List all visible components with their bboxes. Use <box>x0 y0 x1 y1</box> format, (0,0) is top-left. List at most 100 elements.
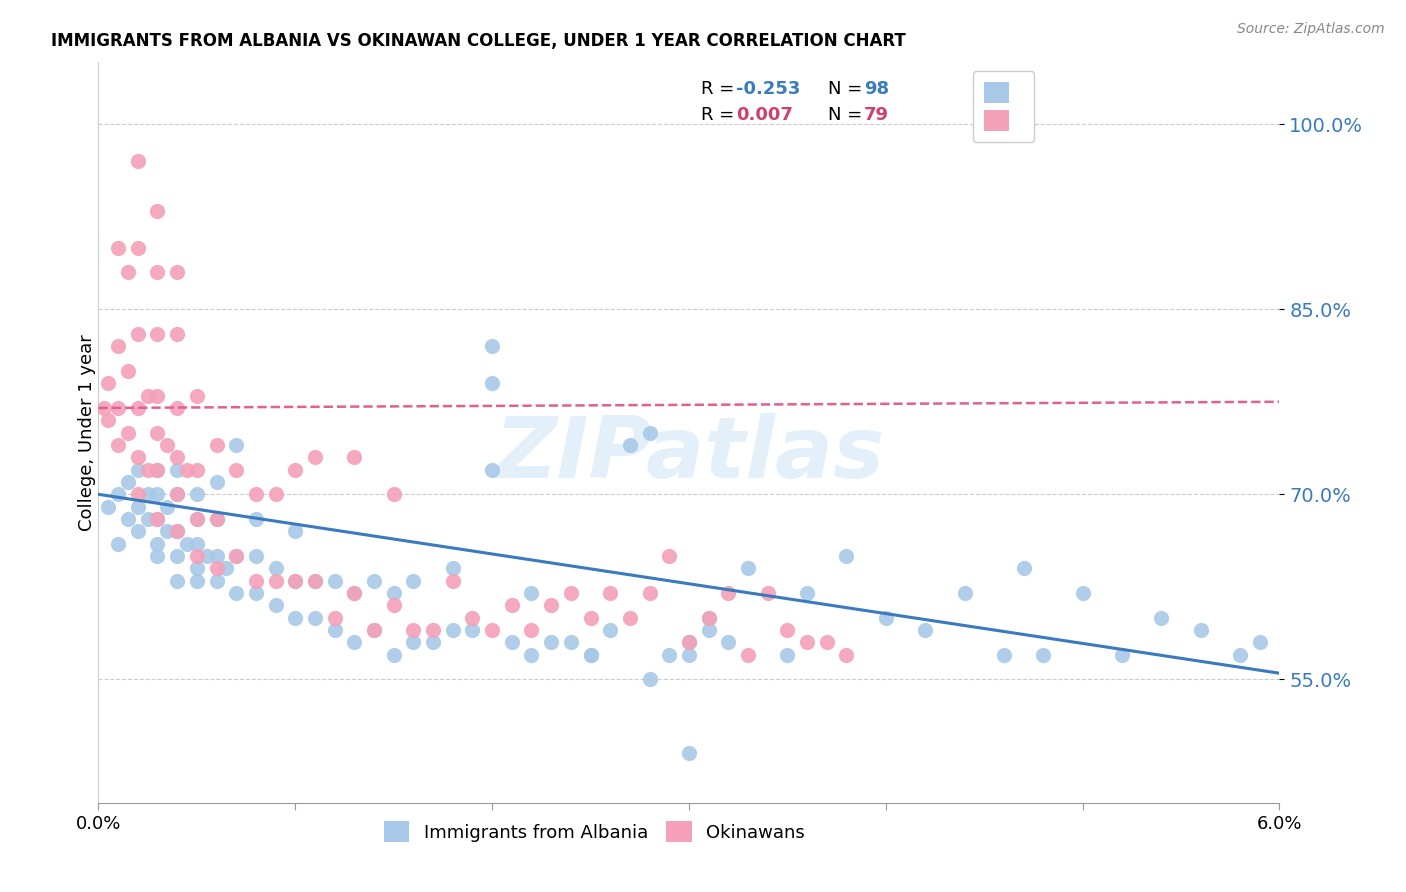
Point <box>166 265 188 279</box>
Point <box>146 203 169 218</box>
Point <box>127 500 149 514</box>
Point <box>363 623 385 637</box>
Point <box>166 450 188 465</box>
Point <box>1032 648 1054 662</box>
Point <box>107 438 129 452</box>
Point <box>737 648 759 662</box>
Point <box>363 574 385 588</box>
Y-axis label: College, Under 1 year: College, Under 1 year <box>79 334 96 531</box>
Point <box>146 512 169 526</box>
Point <box>560 635 582 649</box>
Point <box>127 154 149 169</box>
Point <box>560 586 582 600</box>
Point <box>225 586 247 600</box>
Point <box>914 623 936 637</box>
Point <box>205 475 228 489</box>
Point <box>402 574 425 588</box>
Point <box>441 623 464 637</box>
Point <box>245 549 267 563</box>
Point <box>166 574 188 588</box>
Point <box>107 240 129 255</box>
Point <box>697 611 720 625</box>
Text: 0.007: 0.007 <box>737 106 793 124</box>
Point <box>146 463 169 477</box>
Point <box>776 623 799 637</box>
Point <box>875 611 897 625</box>
Point <box>697 623 720 637</box>
Point <box>579 648 602 662</box>
Point <box>127 401 149 415</box>
Point <box>166 487 188 501</box>
Point <box>127 240 149 255</box>
Point <box>205 512 228 526</box>
Point <box>579 611 602 625</box>
Point <box>501 599 523 613</box>
Point <box>343 586 366 600</box>
Point <box>117 425 139 440</box>
Point <box>284 574 307 588</box>
Point <box>540 599 562 613</box>
Point <box>835 549 858 563</box>
Point <box>402 635 425 649</box>
Point <box>166 524 188 539</box>
Point <box>166 401 188 415</box>
Point <box>323 623 346 637</box>
Text: R =: R = <box>700 106 740 124</box>
Point <box>127 487 149 501</box>
Point <box>107 401 129 415</box>
Point <box>93 401 115 415</box>
Text: N =: N = <box>828 106 869 124</box>
Text: -0.253: -0.253 <box>737 79 800 97</box>
Point <box>186 512 208 526</box>
Point <box>205 561 228 575</box>
Point <box>136 487 159 501</box>
Point <box>146 463 169 477</box>
Point <box>156 438 179 452</box>
Point <box>304 574 326 588</box>
Point <box>304 611 326 625</box>
Point <box>1189 623 1212 637</box>
Point <box>481 463 503 477</box>
Point <box>481 339 503 353</box>
Point <box>658 549 681 563</box>
Point <box>136 463 159 477</box>
Point <box>343 586 366 600</box>
Point <box>382 487 405 501</box>
Point <box>422 635 444 649</box>
Point <box>599 623 621 637</box>
Point <box>225 549 247 563</box>
Point <box>678 747 700 761</box>
Point <box>186 487 208 501</box>
Point <box>146 537 169 551</box>
Point <box>186 389 208 403</box>
Point <box>245 574 267 588</box>
Point <box>146 512 169 526</box>
Point <box>835 648 858 662</box>
Point <box>737 561 759 575</box>
Point <box>540 635 562 649</box>
Point <box>186 512 208 526</box>
Point <box>579 648 602 662</box>
Point <box>481 623 503 637</box>
Point <box>195 549 218 563</box>
Point <box>176 537 198 551</box>
Point <box>756 586 779 600</box>
Point <box>382 586 405 600</box>
Point <box>461 623 484 637</box>
Point <box>953 586 976 600</box>
Point <box>166 549 188 563</box>
Point <box>186 463 208 477</box>
Text: 79: 79 <box>863 106 889 124</box>
Point <box>1229 648 1251 662</box>
Point <box>117 475 139 489</box>
Point <box>717 635 740 649</box>
Text: N =: N = <box>828 79 869 97</box>
Point <box>97 376 120 391</box>
Point <box>678 635 700 649</box>
Point <box>225 549 247 563</box>
Point <box>422 623 444 637</box>
Point <box>520 586 543 600</box>
Point <box>441 561 464 575</box>
Point <box>146 265 169 279</box>
Point <box>107 339 129 353</box>
